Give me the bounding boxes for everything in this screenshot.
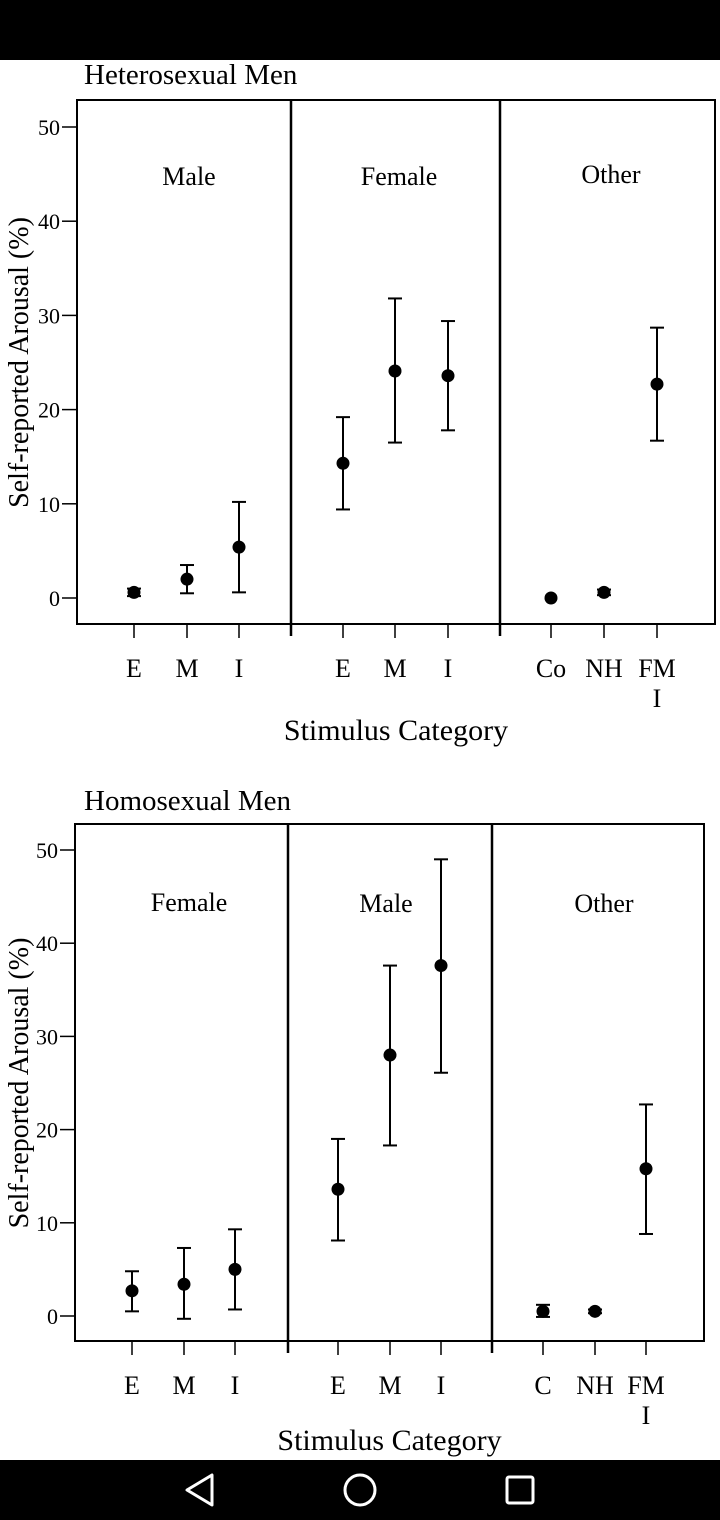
status-bar bbox=[0, 0, 720, 60]
x-tick-label-line: I bbox=[642, 1401, 651, 1430]
x-tick-label-line: E bbox=[330, 1371, 346, 1400]
y-tick-label: 40 bbox=[38, 209, 60, 234]
chart-title: Homosexual Men bbox=[84, 785, 291, 817]
data-point bbox=[434, 959, 448, 973]
x-tick-label-line: FM bbox=[638, 654, 676, 683]
x-axis-label: Stimulus Category bbox=[284, 714, 508, 747]
panel-label: Male bbox=[359, 889, 412, 918]
data-point bbox=[383, 1048, 397, 1062]
data-point bbox=[588, 1304, 602, 1318]
y-tick-label: 30 bbox=[38, 303, 60, 328]
x-tick-label: I bbox=[231, 1371, 240, 1400]
recents-button[interactable] bbox=[460, 1460, 580, 1520]
chart-2: Homosexual Men 0 10 20 30 40 50 Self-reported A… bbox=[4, 785, 705, 1457]
x-tick-label: E bbox=[335, 654, 351, 683]
x-tick-label: FM I bbox=[638, 654, 676, 713]
panel-label: Other bbox=[574, 889, 634, 918]
panel-label: Other bbox=[581, 160, 641, 189]
x-tick-label-line: FM bbox=[627, 1371, 665, 1400]
data-point bbox=[336, 456, 350, 470]
back-button[interactable] bbox=[140, 1460, 260, 1520]
x-tick-label-line: Co bbox=[536, 654, 566, 683]
x-tick-label-line: I bbox=[437, 1371, 446, 1400]
x-tick-label: C bbox=[534, 1371, 551, 1400]
x-tick-label: I bbox=[444, 654, 453, 683]
y-tick-label: 30 bbox=[36, 1024, 58, 1049]
data-point bbox=[127, 585, 141, 599]
y-tick-label: 10 bbox=[38, 492, 60, 517]
plot-frame bbox=[76, 99, 716, 625]
x-tick-label-line: I bbox=[235, 654, 244, 683]
x-tick-label: NH bbox=[585, 654, 623, 683]
data-point bbox=[228, 1262, 242, 1276]
y-tick-label: 50 bbox=[36, 838, 58, 863]
panel-label: Male bbox=[162, 162, 215, 191]
panel-label: Female bbox=[151, 888, 228, 917]
x-tick-label: M bbox=[172, 1371, 195, 1400]
y-tick-label: 20 bbox=[38, 398, 60, 423]
x-tick-label: Co bbox=[536, 654, 566, 683]
y-tick-label: 40 bbox=[36, 931, 58, 956]
data-point bbox=[232, 540, 246, 554]
x-tick-label-line: NH bbox=[585, 654, 623, 683]
x-tick-label-line: E bbox=[335, 654, 351, 683]
x-tick-label: NH bbox=[576, 1371, 614, 1400]
chart-image: Heterosexual Men 0 10 20 30 40 50 Self-reported… bbox=[0, 59, 720, 1460]
data-point bbox=[544, 591, 558, 605]
back-triangle-icon bbox=[185, 1473, 214, 1507]
y-tick-label: 20 bbox=[36, 1118, 58, 1143]
y-tick-label: 10 bbox=[36, 1211, 58, 1236]
data-point bbox=[650, 377, 664, 391]
chart-title: Heterosexual Men bbox=[84, 60, 298, 91]
x-tick-label: E bbox=[124, 1371, 140, 1400]
chart-figure: Heterosexual Men 0 10 20 30 40 50 Self-reported… bbox=[4, 59, 716, 1457]
home-button[interactable] bbox=[300, 1460, 420, 1520]
x-tick-label-line: NH bbox=[576, 1371, 614, 1400]
y-axis-label: Self-reported Arousal (%) bbox=[4, 938, 35, 1229]
data-point bbox=[441, 369, 455, 383]
x-tick-label-line: I bbox=[653, 684, 662, 713]
data-point bbox=[331, 1182, 345, 1196]
data-point bbox=[125, 1284, 139, 1298]
x-tick-label-line: E bbox=[126, 654, 142, 683]
data-point bbox=[536, 1304, 550, 1318]
x-tick-label: E bbox=[330, 1371, 346, 1400]
data-point bbox=[639, 1162, 653, 1176]
x-tick-label: FM I bbox=[627, 1371, 665, 1430]
x-tick-label-line: M bbox=[383, 654, 406, 683]
recents-square-icon bbox=[505, 1475, 535, 1505]
x-tick-label: E bbox=[126, 654, 142, 683]
y-tick-label: 50 bbox=[38, 115, 60, 140]
panel-label: Female bbox=[361, 162, 438, 191]
y-tick-label: 0 bbox=[49, 586, 60, 611]
x-axis-label: Stimulus Category bbox=[277, 1424, 501, 1457]
x-tick-label-line: I bbox=[444, 654, 453, 683]
chart-1: Heterosexual Men 0 10 20 30 40 50 Self-reported… bbox=[4, 59, 716, 747]
navigation-bar bbox=[0, 1460, 720, 1520]
x-tick-label-line: M bbox=[172, 1371, 195, 1400]
data-point bbox=[180, 572, 194, 586]
data-point bbox=[177, 1277, 191, 1291]
x-tick-label: I bbox=[235, 654, 244, 683]
y-tick-label: 0 bbox=[47, 1304, 58, 1329]
home-circle-icon bbox=[343, 1473, 377, 1507]
x-tick-label: M bbox=[175, 654, 198, 683]
x-tick-label-line: E bbox=[124, 1371, 140, 1400]
x-tick-label-line: C bbox=[534, 1371, 551, 1400]
x-tick-label-line: M bbox=[378, 1371, 401, 1400]
x-tick-label: M bbox=[383, 654, 406, 683]
data-point bbox=[388, 364, 402, 378]
y-axis-label: Self-reported Arousal (%) bbox=[4, 217, 35, 508]
data-point bbox=[597, 585, 611, 599]
x-tick-label-line: M bbox=[175, 654, 198, 683]
x-tick-label: M bbox=[378, 1371, 401, 1400]
x-tick-label: I bbox=[437, 1371, 446, 1400]
x-tick-label-line: I bbox=[231, 1371, 240, 1400]
